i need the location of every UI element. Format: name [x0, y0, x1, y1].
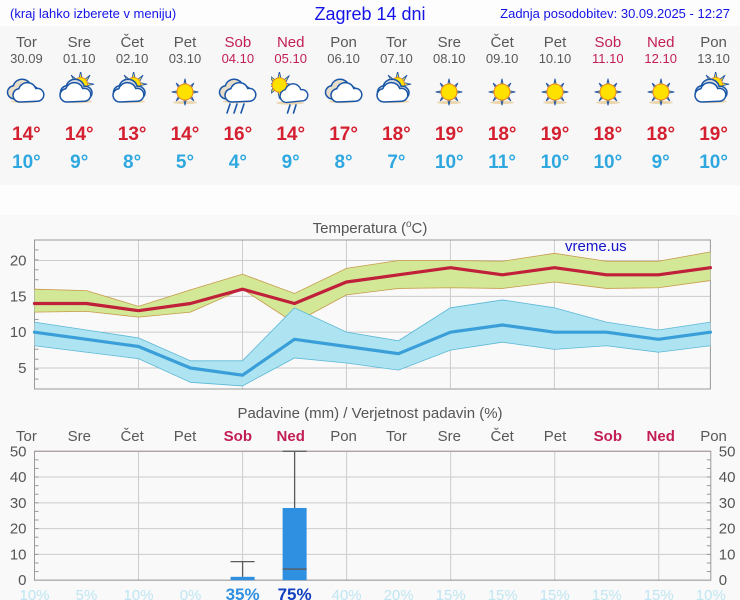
svg-text:15%: 15%	[644, 587, 674, 600]
svg-text:30: 30	[719, 495, 736, 512]
svg-text:30: 30	[10, 495, 27, 512]
svg-text:50: 50	[719, 443, 736, 460]
svg-text:15: 15	[10, 288, 27, 305]
svg-text:0%: 0%	[180, 587, 202, 600]
svg-text:20%: 20%	[384, 587, 414, 600]
svg-text:10%: 10%	[124, 587, 154, 600]
svg-text:75%: 75%	[278, 585, 312, 600]
svg-text:10: 10	[719, 546, 736, 563]
svg-text:15%: 15%	[592, 587, 622, 600]
svg-text:20: 20	[10, 521, 27, 538]
svg-text:20: 20	[719, 521, 736, 538]
svg-text:15%: 15%	[488, 587, 518, 600]
svg-text:vreme.us: vreme.us	[565, 238, 627, 255]
svg-text:10: 10	[10, 324, 27, 341]
svg-text:10%: 10%	[19, 587, 49, 600]
svg-text:5%: 5%	[76, 587, 98, 600]
svg-text:15%: 15%	[540, 587, 570, 600]
svg-text:15%: 15%	[436, 587, 466, 600]
svg-text:35%: 35%	[226, 585, 260, 600]
svg-text:10: 10	[10, 546, 27, 563]
svg-text:10%: 10%	[696, 587, 726, 600]
svg-text:20: 20	[10, 253, 27, 270]
svg-text:5: 5	[18, 360, 26, 377]
svg-text:50: 50	[10, 443, 27, 460]
svg-text:40: 40	[10, 469, 27, 486]
svg-text:40%: 40%	[332, 587, 362, 600]
svg-text:40: 40	[719, 469, 736, 486]
